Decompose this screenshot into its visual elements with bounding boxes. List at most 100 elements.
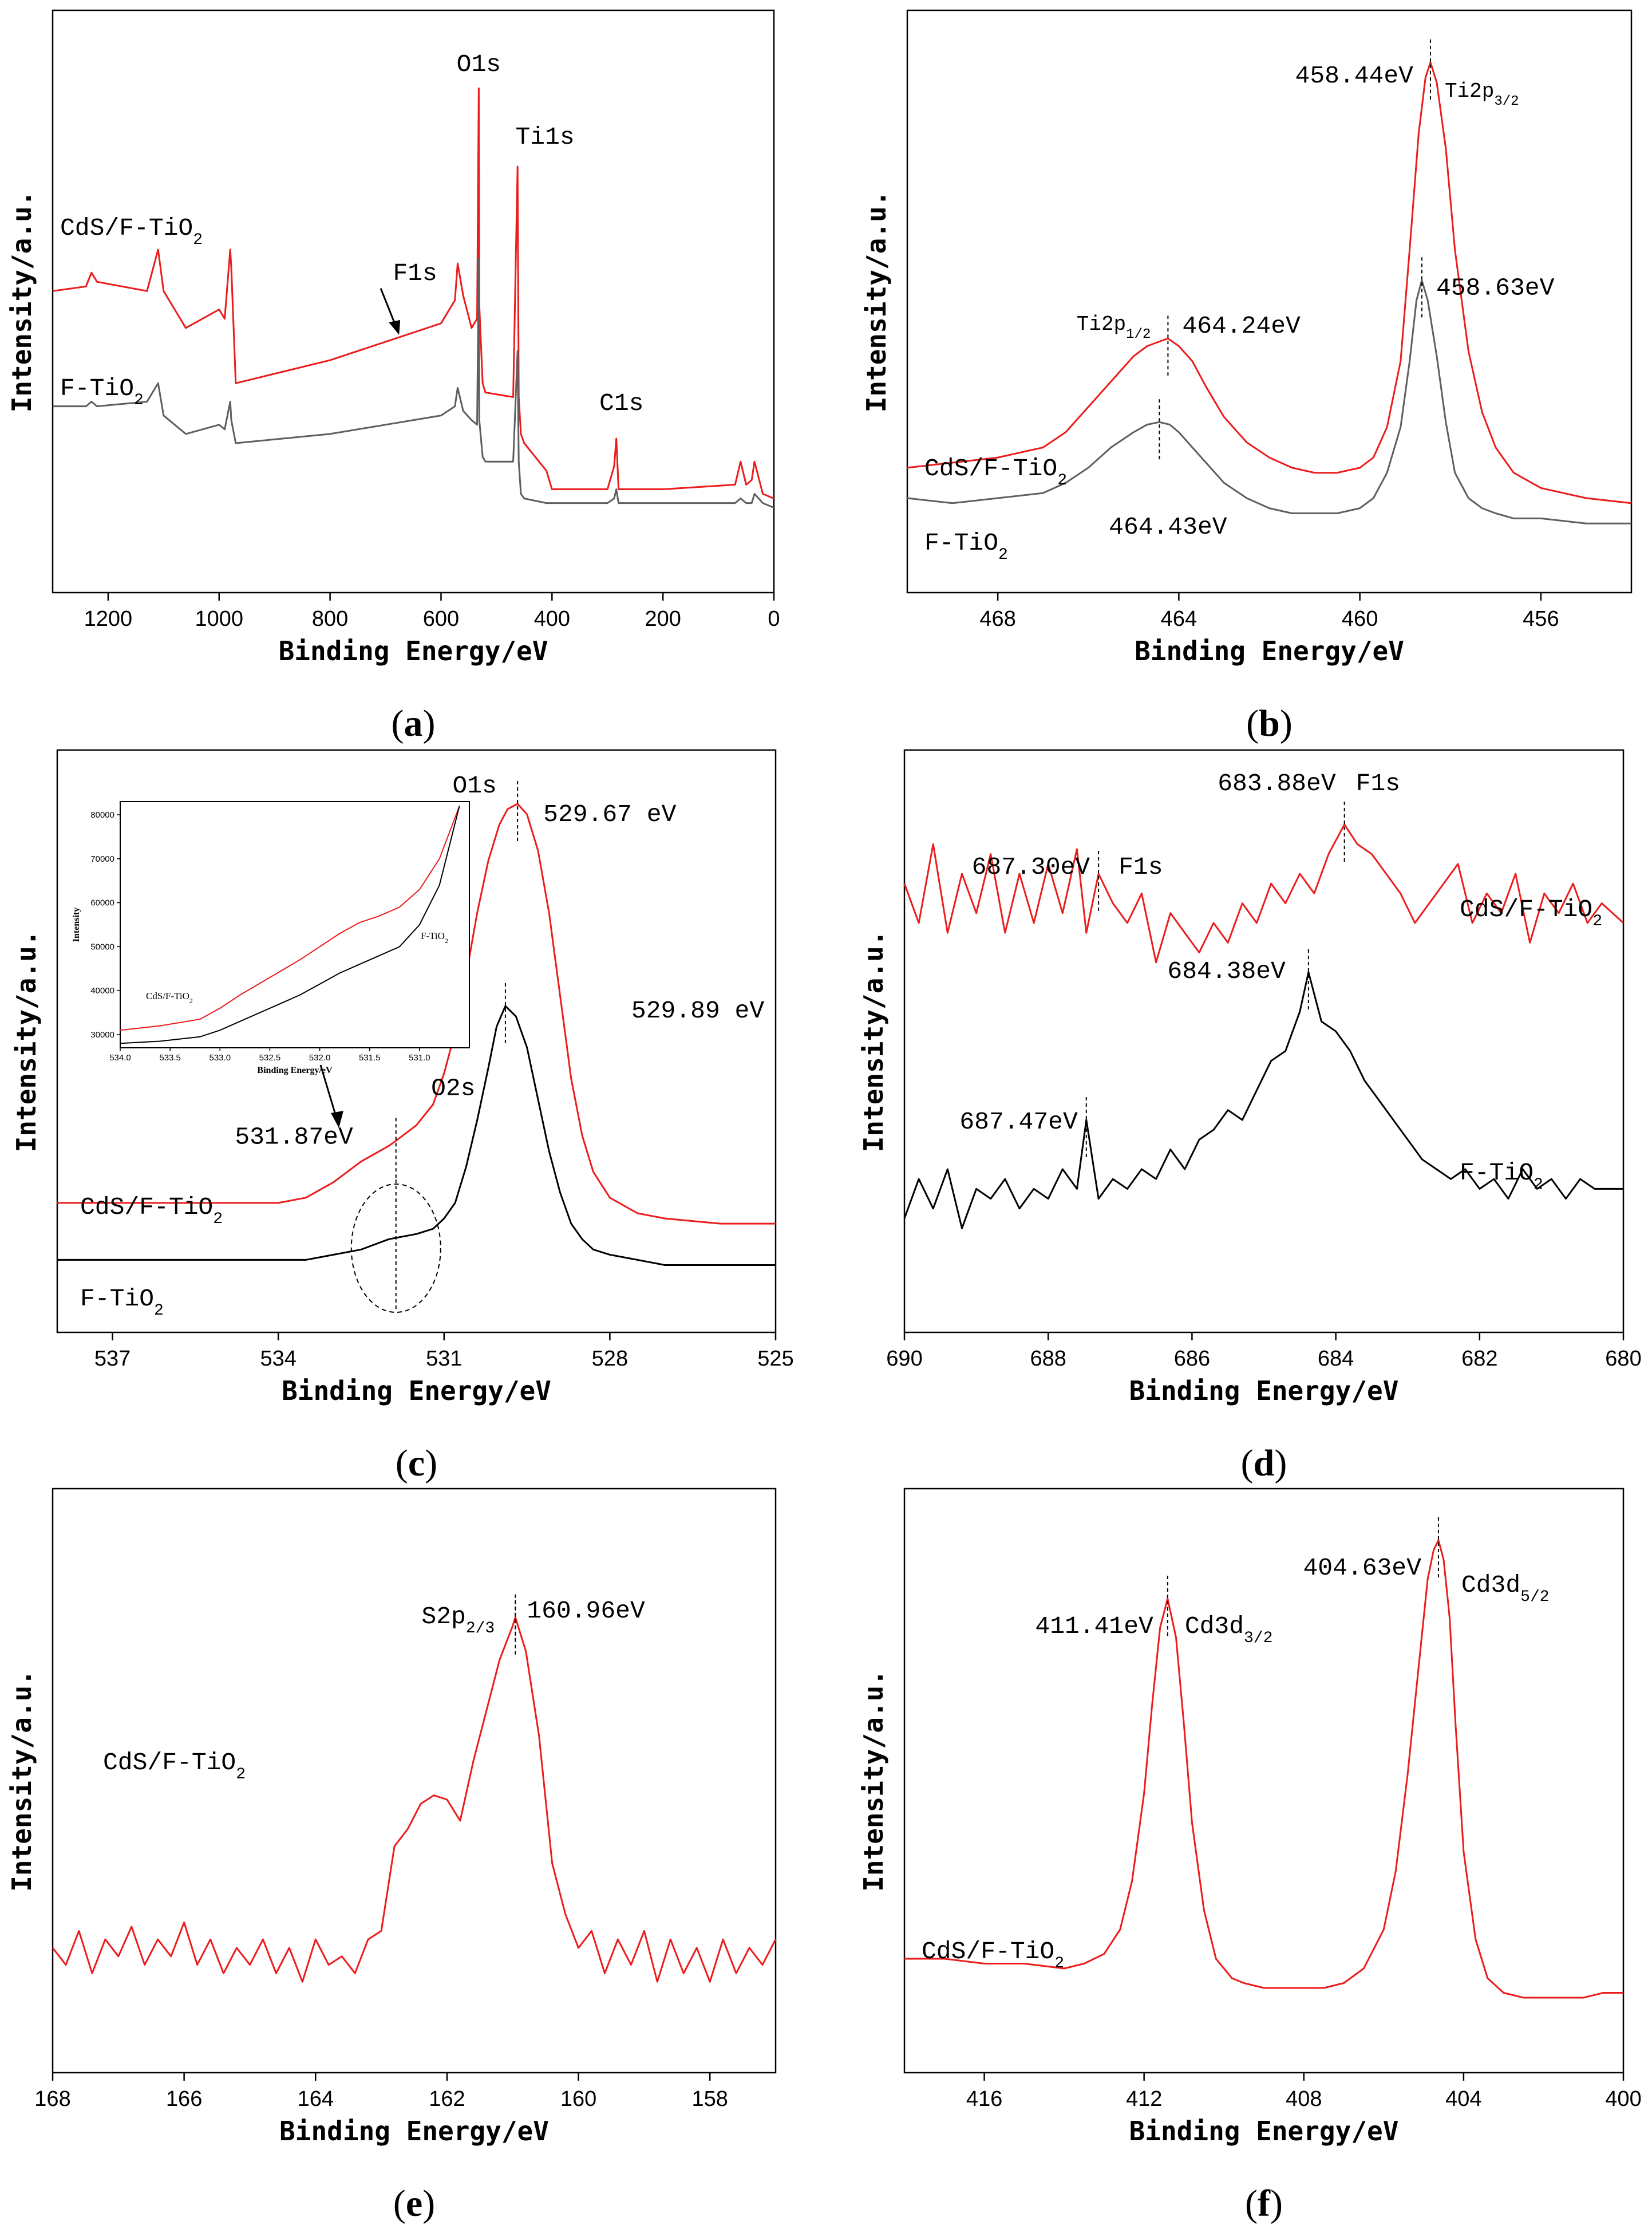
peak-annotation: F1s — [393, 259, 437, 287]
panel-c: 537 534 531 528 525 Binding Energy/eV Intensit… — [11, 749, 794, 1484]
inset-x-tick-label: 532.5 — [259, 1053, 281, 1063]
peak-annotation: Ti2p1/2 — [1077, 313, 1151, 342]
series-label: F-TiO2 — [80, 1285, 164, 1320]
arrow-head — [331, 1111, 343, 1128]
series-label: CdS/F-TiO2 — [1460, 895, 1602, 930]
x-tick-label: 400 — [1605, 2087, 1641, 2111]
inset-series-label: CdS/F-TiO2 — [146, 991, 193, 1005]
peak-annotation: 160.96eV — [527, 1597, 645, 1625]
inset-x-tick-label: 534.0 — [109, 1053, 131, 1063]
panel-b: 468 464 460 456 Binding Energy/eV Intensity/a… — [861, 9, 1633, 744]
panel-d: 690 688 686 684 682 680 Binding Energy/eV Inten… — [858, 749, 1642, 1484]
plot-frame — [903, 1488, 1625, 2074]
peak-annotation: F1s — [1119, 853, 1163, 881]
x-axis-title: Binding Energy/eV — [1129, 2116, 1399, 2147]
o2s-ellipse — [350, 1183, 441, 1313]
x-axis-title: Binding Energy/eV — [1135, 636, 1404, 666]
x-tick-label: 408 — [1286, 2087, 1322, 2111]
panel-label: (a) — [392, 703, 436, 744]
peak-annotation: 464.43eV — [1109, 513, 1227, 541]
inset-x-tick-label: 532.0 — [309, 1053, 331, 1063]
peak-annotation: 464.24eV — [1182, 312, 1301, 340]
inset-y-tick-label: 40000 — [90, 986, 114, 996]
peak-annotation: 404.63eV — [1303, 1554, 1421, 1582]
peak-annotation: C1s — [599, 389, 643, 417]
inset-y-tick-label: 80000 — [90, 810, 114, 820]
series-label: CdS/F-TiO2 — [924, 455, 1067, 490]
x-tick-label: 528 — [592, 1347, 628, 1371]
series-line-cds-f-tio2 — [903, 823, 1625, 964]
x-tick-label: 684 — [1318, 1347, 1354, 1371]
x-tick-label: 456 — [1523, 607, 1559, 631]
plot-frame — [56, 749, 777, 1334]
x-tick-label: 534 — [260, 1347, 296, 1371]
inset-y-tick-label: 70000 — [90, 854, 114, 864]
plot-frame — [52, 9, 775, 594]
peak-annotation: 529.67 eV — [543, 800, 676, 829]
x-tick-label: 400 — [534, 607, 570, 631]
x-tick-label: 800 — [312, 607, 348, 631]
x-tick-label: 158 — [691, 2087, 728, 2111]
plot-frame — [903, 749, 1625, 1334]
panel-label: (b) — [1246, 703, 1293, 744]
x-tick-label: 164 — [298, 2087, 334, 2111]
peak-annotation: 529.89 eV — [631, 997, 764, 1025]
series-line-f-tio2 — [53, 258, 774, 509]
y-axis-title: Intensity/a.u. — [858, 930, 889, 1153]
x-tick-label: 464 — [1161, 607, 1197, 631]
panel-label: (f) — [1245, 2183, 1283, 2224]
inset-frame — [120, 801, 470, 1048]
x-tick-label: 404 — [1445, 2087, 1481, 2111]
series-line-f-tio2 — [903, 971, 1623, 1229]
x-tick-label: 460 — [1342, 607, 1378, 631]
peak-annotation: 683.88eV — [1218, 770, 1336, 798]
inset-series-line — [120, 806, 460, 1031]
x-axis-title: Binding Energy/eV — [279, 636, 548, 666]
x-tick-label: 162 — [429, 2087, 465, 2111]
plot-frame — [52, 1488, 777, 2074]
series-label: F-TiO2 — [924, 529, 1008, 564]
panel-label: (c) — [396, 1442, 437, 1484]
y-axis-title: Intensity/a.u. — [11, 930, 42, 1153]
inset-y-axis-title: Intensity — [72, 908, 81, 942]
peak-annotation: Ti2p3/2 — [1445, 80, 1519, 109]
peak-annotation: S2p2/3 — [421, 1603, 495, 1638]
plot-frame — [906, 9, 1633, 594]
x-tick-label: 0 — [768, 607, 780, 631]
inset-plot: 534.0 533.5 533.0 532.5 532.0 531.5 531.0 30000… — [72, 801, 470, 1075]
x-tick-label: 1000 — [195, 607, 243, 631]
x-axis-title: Binding Energy/eV — [1129, 1375, 1399, 1406]
panel-e: 168 166 164 162 160 158 Binding Energy/eV Inten… — [6, 1488, 777, 2224]
panel-f: 416 412 408 404 400 Binding Energy/eV Intensit… — [858, 1488, 1642, 2224]
x-tick-label: 690 — [886, 1347, 922, 1371]
x-tick-label: 525 — [757, 1347, 793, 1371]
inset-series-label: F-TiO2 — [421, 930, 448, 945]
x-tick-label: 1200 — [84, 607, 133, 631]
x-tick-label: 160 — [560, 2087, 596, 2111]
inset-x-tick-label: 531.5 — [359, 1053, 381, 1063]
x-tick-label: 166 — [166, 2087, 202, 2111]
x-tick-label: 680 — [1605, 1347, 1641, 1371]
series-label: F-TiO2 — [60, 374, 144, 409]
peak-annotation: O1s — [457, 50, 501, 78]
x-axis-title: Binding Energy/eV — [279, 2116, 549, 2147]
y-axis-title: Intensity/a.u. — [858, 1670, 889, 1892]
inset-y-tick-label: 50000 — [90, 942, 114, 952]
panel-label: (e) — [393, 2183, 435, 2224]
x-tick-label: 200 — [645, 607, 681, 631]
inset-y-tick-label: 30000 — [90, 1030, 114, 1040]
inset-x-tick-label: 531.0 — [409, 1053, 430, 1063]
x-tick-label: 682 — [1461, 1347, 1497, 1371]
series-label: CdS/F-TiO2 — [60, 214, 203, 249]
x-tick-label: 688 — [1030, 1347, 1066, 1371]
series-label: CdS/F-TiO2 — [103, 1749, 246, 1784]
peak-annotation: Ti1s — [516, 123, 575, 151]
series-label: F-TiO2 — [1460, 1159, 1543, 1194]
peak-annotation: 458.44eV — [1295, 62, 1414, 90]
y-axis-title: Intensity/a.u. — [6, 191, 37, 413]
series-line-cds-f-tio2 — [52, 1616, 777, 1983]
peak-annotation: O1s — [452, 772, 496, 800]
inset-series-line — [120, 806, 460, 1044]
inset-y-tick-label: 60000 — [90, 898, 114, 908]
peak-annotation: 411.41eV — [1035, 1612, 1153, 1640]
